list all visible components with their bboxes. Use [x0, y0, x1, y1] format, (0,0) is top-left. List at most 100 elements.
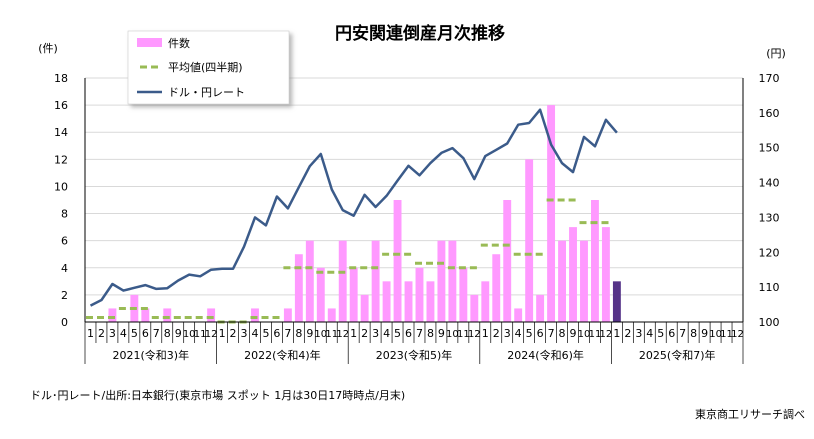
right-tick-label: 160 [759, 107, 780, 120]
year-group-label: 2021(令和3)年 [113, 348, 190, 362]
left-tick-label: 14 [54, 126, 68, 139]
count-bar [349, 267, 358, 322]
month-tick-label: 10 [183, 329, 196, 340]
legend-line-label: ドル・円レート [168, 86, 245, 99]
count-bar [525, 159, 534, 322]
left-tick-label: 4 [61, 262, 68, 275]
exchange-rate-line [89, 108, 618, 307]
month-tick-label: 4 [646, 327, 653, 340]
month-tick-label: 7 [548, 327, 555, 340]
credit: 東京商工リサーチ調べ [695, 407, 805, 421]
left-tick-label: 18 [54, 72, 68, 85]
month-tick-label: 1 [482, 327, 489, 340]
month-tick-label: 3 [109, 327, 116, 340]
right-tick-label: 140 [759, 177, 780, 190]
month-tick-label: 6 [273, 327, 280, 340]
count-bar [294, 254, 303, 322]
month-tick-label: 11 [457, 329, 470, 340]
month-tick-label: 11 [194, 329, 207, 340]
right-tick-label: 120 [759, 246, 780, 259]
month-tick-label: 3 [635, 327, 642, 340]
month-tick-label: 9 [438, 327, 445, 340]
right-axis-unit: (円) [766, 47, 786, 60]
month-tick-label: 11 [589, 329, 602, 340]
month-tick-label: 2 [493, 327, 500, 340]
count-bar [163, 308, 172, 322]
count-bar [141, 308, 150, 322]
month-tick-label: 6 [668, 327, 675, 340]
left-tick-label: 2 [61, 289, 68, 302]
count-bar [470, 294, 479, 322]
right-tick-label: 150 [759, 142, 780, 155]
count-bar [404, 281, 413, 322]
left-axis-unit: (件) [38, 42, 58, 55]
month-tick-label: 8 [295, 327, 302, 340]
month-tick-label: 3 [241, 327, 248, 340]
left-tick-label: 0 [61, 316, 68, 329]
month-tick-label: 2 [98, 327, 105, 340]
month-tick-label: 1 [87, 327, 94, 340]
count-bar [558, 240, 566, 322]
count-bar [459, 267, 468, 322]
left-tick-label: 12 [54, 153, 68, 166]
count-bar [207, 308, 216, 322]
exchange-rate-polyline [89, 108, 618, 307]
month-tick-label: 3 [504, 327, 511, 340]
month-tick-label: 2 [361, 327, 368, 340]
legend-average-label: 平均値(四半期) [168, 60, 243, 74]
month-tick-label: 10 [314, 329, 327, 340]
legend-bar-label: 件数 [168, 37, 190, 50]
right-tick-label: 100 [759, 316, 780, 329]
month-tick-label: 8 [559, 327, 566, 340]
year-group-label: 2025(令和7)年 [639, 348, 716, 362]
count-bar [108, 308, 117, 322]
right-tick-label: 110 [759, 281, 780, 294]
month-tick-label: 12 [336, 329, 349, 340]
right-tick-label: 130 [759, 211, 780, 224]
month-tick-label: 9 [306, 327, 313, 340]
month-tick-label: 7 [153, 327, 160, 340]
month-tick-label: 12 [600, 329, 613, 340]
month-tick-label: 6 [537, 327, 544, 340]
legend: 件数 平均値(四半期) ドル・円レート [127, 30, 290, 105]
count-bars [108, 105, 621, 322]
month-tick-label: 1 [613, 327, 620, 340]
count-bar [492, 254, 501, 322]
month-tick-label: 2 [624, 327, 631, 340]
month-tick-label: 12 [468, 329, 481, 340]
count-bar [481, 281, 490, 322]
month-tick-label: 8 [690, 327, 697, 340]
count-bar [437, 240, 446, 322]
month-tick-label: 5 [657, 327, 664, 340]
count-bar [415, 267, 424, 322]
year-group-label: 2024(令和6)年 [507, 348, 584, 362]
month-tick-label: 4 [383, 327, 390, 340]
month-tick-label: 10 [578, 329, 591, 340]
count-bar [382, 281, 391, 322]
source-note: ドル･円レート/出所:日本銀行(東京市場 スポット 1月は30日17時時点/月末… [30, 388, 405, 402]
count-bar [305, 240, 314, 322]
month-tick-label: 8 [164, 327, 171, 340]
left-tick-label: 10 [54, 180, 68, 193]
left-tick-label: 6 [61, 235, 68, 248]
legend-bar-swatch [137, 38, 162, 47]
count-bar [547, 105, 556, 322]
month-tick-label: 2 [230, 327, 237, 340]
month-tick-label: 9 [570, 327, 577, 340]
month-tick-label: 4 [251, 327, 258, 340]
month-tick-label: 9 [701, 327, 708, 340]
month-tick-label: 3 [372, 327, 379, 340]
count-bar [371, 240, 380, 322]
axes: 0246810121416181001101201301401501601701… [54, 72, 780, 364]
month-tick-label: 10 [709, 329, 722, 340]
month-tick-label: 9 [175, 327, 182, 340]
count-bar [503, 200, 512, 322]
year-group-label: 2023(令和5)年 [376, 348, 453, 362]
month-tick-label: 12 [205, 329, 218, 340]
count-bar [283, 308, 292, 322]
month-tick-label: 7 [679, 327, 686, 340]
month-tick-label: 4 [120, 327, 127, 340]
count-bar [612, 281, 621, 322]
